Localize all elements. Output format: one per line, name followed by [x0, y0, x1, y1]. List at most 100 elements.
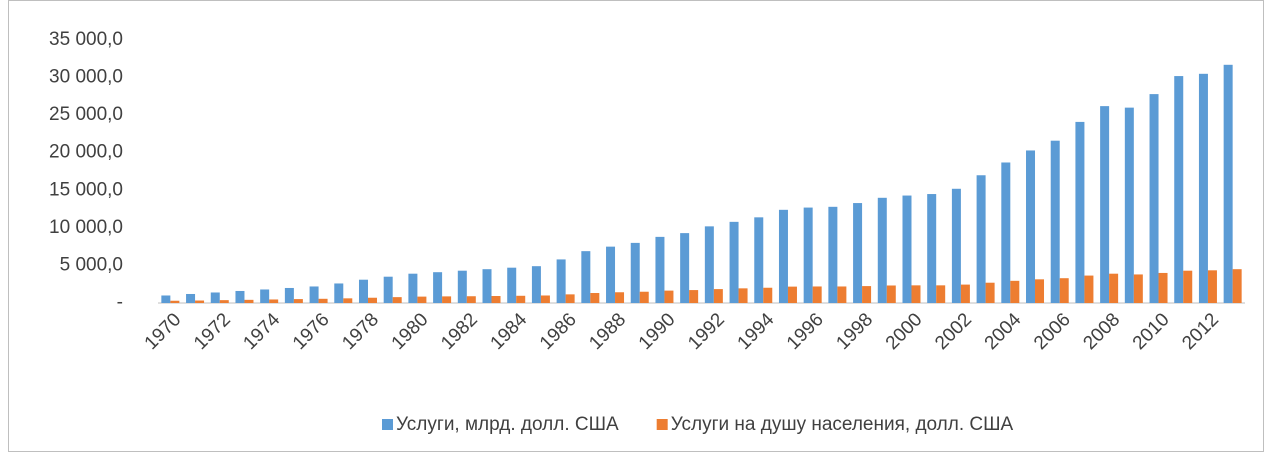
bar: [244, 299, 254, 303]
bar: [639, 291, 649, 303]
y-tick-label: 25 000,0: [49, 104, 123, 125]
bar: [1084, 275, 1094, 303]
bar: [902, 195, 912, 303]
legend-swatch: [656, 419, 668, 430]
bar: [383, 276, 393, 303]
bar: [334, 283, 344, 303]
bar: [531, 266, 541, 303]
bar: [1001, 162, 1011, 303]
bar: [1223, 64, 1233, 303]
bar: [482, 269, 492, 303]
bar: [1183, 270, 1193, 303]
bar: [590, 293, 600, 303]
bar: [886, 285, 896, 303]
bar: [1100, 106, 1110, 303]
bar: [911, 285, 921, 303]
bar: [210, 292, 220, 303]
bar: [1198, 73, 1208, 303]
legend-swatch: [382, 419, 393, 430]
bar: [664, 290, 674, 303]
bar: [491, 296, 501, 303]
y-tick-label: 5 000,0: [60, 254, 123, 275]
bar: [606, 246, 616, 303]
y-tick-label: 15 000,0: [49, 179, 123, 200]
bar: [1109, 273, 1119, 303]
bar: [433, 272, 443, 303]
bar: [1149, 94, 1159, 303]
bar: [466, 296, 476, 303]
bar: [556, 259, 566, 303]
bar: [408, 273, 418, 303]
bar: [318, 298, 328, 303]
bar: [655, 236, 665, 303]
bar: [754, 217, 764, 303]
bar: [853, 203, 863, 303]
bar: [195, 300, 205, 303]
bar: [985, 282, 995, 303]
bar: [293, 299, 303, 303]
bar: [565, 294, 575, 303]
bar: [778, 209, 788, 303]
bar: [309, 286, 319, 303]
bar: [284, 287, 294, 303]
bar: [812, 286, 822, 303]
bar: [269, 299, 279, 303]
bar: [713, 289, 723, 303]
bar: [689, 290, 699, 303]
bar: [507, 267, 517, 303]
bar: [738, 288, 748, 303]
bar: [1050, 140, 1060, 303]
bar: [161, 295, 171, 303]
legend-label: Услуги, млрд. долл. США: [396, 414, 619, 435]
bar: [417, 296, 427, 303]
bar: [186, 293, 196, 303]
bar: [1174, 76, 1184, 303]
bar: [927, 194, 937, 303]
bar: [828, 206, 838, 303]
bar: [803, 207, 813, 303]
bar: [358, 279, 368, 303]
bar: [729, 221, 739, 303]
y-tick-label: 20 000,0: [49, 142, 123, 163]
bar: [392, 297, 402, 303]
bar: [960, 284, 970, 303]
bar: [1059, 278, 1069, 303]
bar: [516, 295, 526, 303]
bar: [1133, 274, 1143, 303]
bar: [235, 290, 245, 303]
bar: [862, 286, 872, 303]
y-tick-label: 10 000,0: [49, 217, 123, 238]
bar: [219, 300, 229, 303]
bar: [976, 175, 986, 303]
bar: [1158, 272, 1168, 303]
legend-label: Услуги на душу населения, долл. США: [671, 414, 1014, 435]
bar: [837, 286, 847, 303]
bar: [442, 296, 452, 303]
bar: [1124, 107, 1134, 303]
bar: [877, 197, 887, 303]
bar: [951, 188, 961, 303]
bar: [704, 226, 714, 303]
bar: [680, 233, 690, 303]
bar: [1075, 121, 1085, 303]
bar: [540, 295, 550, 303]
bar: [615, 292, 625, 303]
y-tick-label: 30 000,0: [49, 67, 123, 88]
bar: [763, 287, 773, 303]
bar: [630, 242, 640, 303]
bar: [787, 286, 797, 303]
bar: [1207, 270, 1217, 303]
bar: [260, 289, 270, 303]
bar: [457, 270, 467, 303]
bar: [581, 251, 591, 303]
bar: [367, 297, 377, 303]
bar: [936, 285, 946, 303]
bar: [1026, 150, 1036, 303]
y-tick-label: -: [117, 292, 123, 313]
bar: [1010, 280, 1020, 303]
bar: [1035, 279, 1045, 303]
bar: [343, 298, 353, 303]
chart-border: [8, 0, 1264, 452]
y-tick-label: 35 000,0: [49, 29, 123, 50]
